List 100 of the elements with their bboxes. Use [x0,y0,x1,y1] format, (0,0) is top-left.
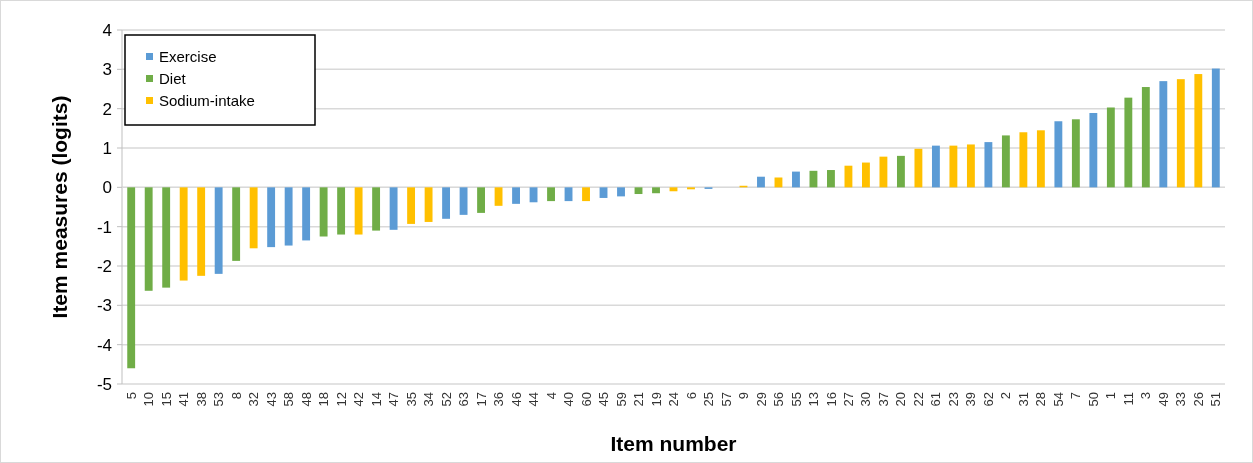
x-tick-label: 59 [613,392,629,407]
x-tick-label: 46 [508,392,524,407]
y-tick-label: -4 [96,335,112,355]
x-tick-label: 63 [456,392,472,407]
bar [1036,130,1045,188]
bar [896,155,905,188]
bar [302,187,311,241]
x-tick-label: 16 [823,392,839,407]
x-tick-label: 58 [281,392,297,407]
bar [984,142,993,188]
x-tick-label: 31 [1015,392,1031,407]
x-tick-label: 32 [246,392,262,407]
x-tick-label: 19 [648,392,664,407]
bar [617,187,625,197]
x-tick-label: 13 [806,392,821,407]
bar [494,187,503,206]
x-tick-label: 15 [158,392,174,407]
x-tick-label: 44 [526,392,542,407]
x-tick-label: 17 [473,392,489,407]
x-tick-label: 62 [980,392,996,407]
bar [1106,107,1115,188]
bar [459,187,468,215]
x-axis-title: Item number [610,432,737,455]
bar [144,187,153,291]
x-tick-label: 41 [176,392,192,407]
bar [931,145,940,188]
y-axis-title: Item measures (logits) [48,95,71,319]
bar [389,187,398,230]
bar [792,171,800,188]
bar [582,187,590,202]
bar [407,187,416,224]
bar [1159,81,1168,188]
x-tick-label: 21 [631,392,647,407]
x-tick-label: 53 [211,392,227,407]
bar [1019,132,1028,188]
bar [634,187,643,195]
y-tick-label: 2 [102,99,112,119]
x-tick-label: 12 [333,392,349,407]
bar [249,187,258,249]
bar [512,187,520,204]
bar [337,187,346,235]
legend-label: Sodium-intake [159,92,255,110]
x-tick-label: 39 [963,392,979,407]
bar [1054,121,1063,188]
bar [1089,112,1098,188]
x-tick-label: 23 [945,392,961,407]
x-tick-label: 14 [368,392,384,407]
bar [1071,119,1080,188]
x-tick-label: 18 [316,392,332,407]
x-tick-label: 3 [1138,392,1154,400]
y-tick-label: -5 [96,374,112,394]
x-tick-label: 27 [840,392,856,407]
x-tick-label: 37 [875,392,891,407]
x-tick-label: 33 [1173,392,1189,407]
x-tick-label: 25 [701,392,717,407]
bar [1001,135,1010,188]
x-tick-label: 52 [438,392,454,407]
bar [1141,87,1150,188]
x-tick-label: 9 [736,392,752,400]
x-tick-label: 4 [543,392,559,400]
bar [214,187,223,274]
x-tick-label: 42 [351,392,367,407]
bar [127,187,136,369]
y-tick-label: 1 [102,138,112,158]
x-tick-label: 36 [491,392,507,407]
y-tick-label: 0 [102,178,112,198]
bar [879,156,888,188]
bar [1194,74,1203,188]
x-tick-label: 40 [561,392,577,407]
x-tick-label: 8 [228,392,244,400]
x-tick-label: 47 [386,392,402,407]
x-tick-label: 26 [1190,392,1206,407]
bar [284,187,293,246]
bar [1124,97,1133,188]
bar [442,187,451,219]
legend-label: Exercise [159,48,217,66]
bar [232,187,241,261]
x-tick-label: 11 [1120,392,1136,406]
bar [862,162,870,188]
bar [1211,68,1220,188]
x-tick-label: 57 [718,392,734,407]
x-tick-label: 10 [141,392,157,407]
y-tick-label: -3 [96,296,112,316]
bar [669,187,678,192]
x-tick-label: 49 [1155,392,1171,407]
x-tick-label: 56 [771,392,787,407]
x-tick-label: 1 [1103,392,1119,400]
bar [424,187,433,222]
bar [914,148,923,188]
x-tick-label: 55 [788,392,804,407]
x-tick-label: 54 [1050,392,1066,407]
y-tick-label: -1 [96,217,112,237]
bar [1176,79,1185,188]
x-tick-label: 5 [123,392,139,400]
y-tick-label: 3 [102,60,112,80]
y-tick-label: -2 [96,256,112,276]
x-tick-label: 22 [910,392,926,407]
x-tick-label: 61 [928,392,944,407]
x-tick-label: 28 [1033,392,1049,407]
bar [599,187,608,198]
